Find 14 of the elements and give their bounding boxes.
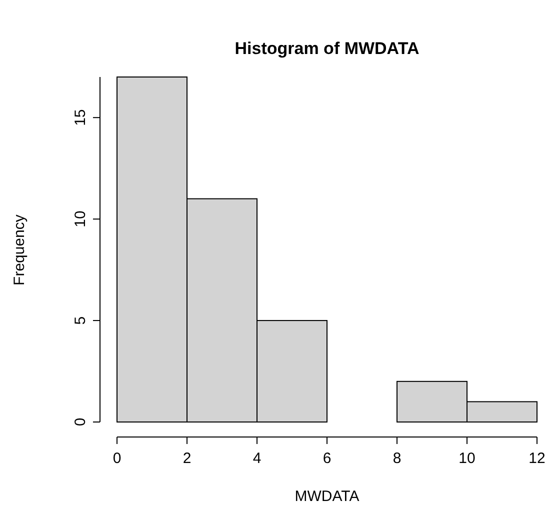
x-tick-label: 12 (528, 450, 546, 467)
y-tick-label: 10 (72, 210, 89, 228)
y-tick-label: 5 (72, 316, 89, 325)
y-tick-label: 15 (72, 109, 89, 126)
y-tick-label: 0 (72, 418, 89, 426)
chart-title: Histogram of MWDATA (234, 39, 420, 58)
y-axis-title: Frequency (11, 214, 28, 286)
x-tick-label: 2 (182, 450, 192, 467)
x-tick-label: 8 (392, 450, 402, 467)
x-axis-title: MWDATA (294, 488, 360, 505)
x-tick-label: 0 (112, 450, 122, 467)
x-tick-label: 6 (322, 450, 332, 467)
x-tick-label: 4 (252, 450, 262, 467)
x-tick-label: 10 (458, 450, 476, 467)
